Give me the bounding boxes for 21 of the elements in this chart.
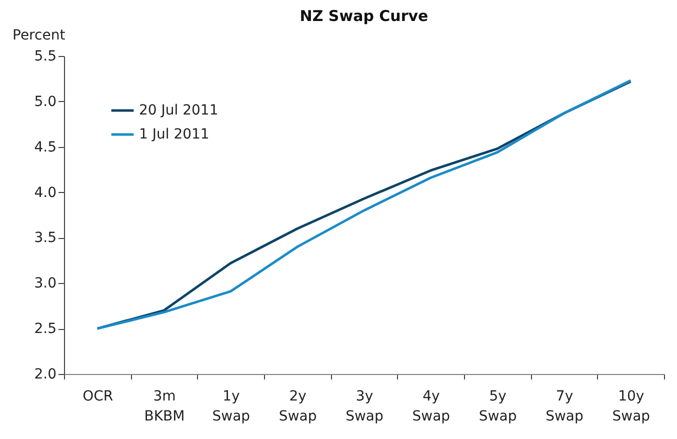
x-tick-label: 3y Swap [346,388,384,424]
x-tick-label: 4y Swap [412,388,450,424]
y-tick-label: 5.5 [34,48,56,64]
y-axis-title: Percent [12,28,66,44]
x-tick-label: 1y Swap [212,388,250,424]
chart-title: NZ Swap Curve [300,7,428,25]
y-tick-label: 2.5 [34,321,56,338]
y-tick-label: 2.0 [34,366,56,382]
y-tick-label: 3.5 [34,230,56,246]
y-tick-label: 4.5 [34,139,56,156]
x-tick-label: 10y Swap [612,388,650,424]
y-tick-label: 5.0 [34,94,56,110]
y-tick-label: 3.0 [34,276,56,292]
x-tick-label: OCR [82,388,114,404]
x-tick-label: 2y Swap [278,388,317,424]
legend-label: 1 Jul 2011 [139,126,210,142]
y-tick-label: 4.0 [34,184,56,201]
x-tick-label: 7y Swap [546,388,584,424]
legend-label: 20 Jul 2011 [139,102,218,118]
x-tick-label: 5y Swap [478,388,517,424]
x-tick-label: 3m BKBM [144,388,185,424]
